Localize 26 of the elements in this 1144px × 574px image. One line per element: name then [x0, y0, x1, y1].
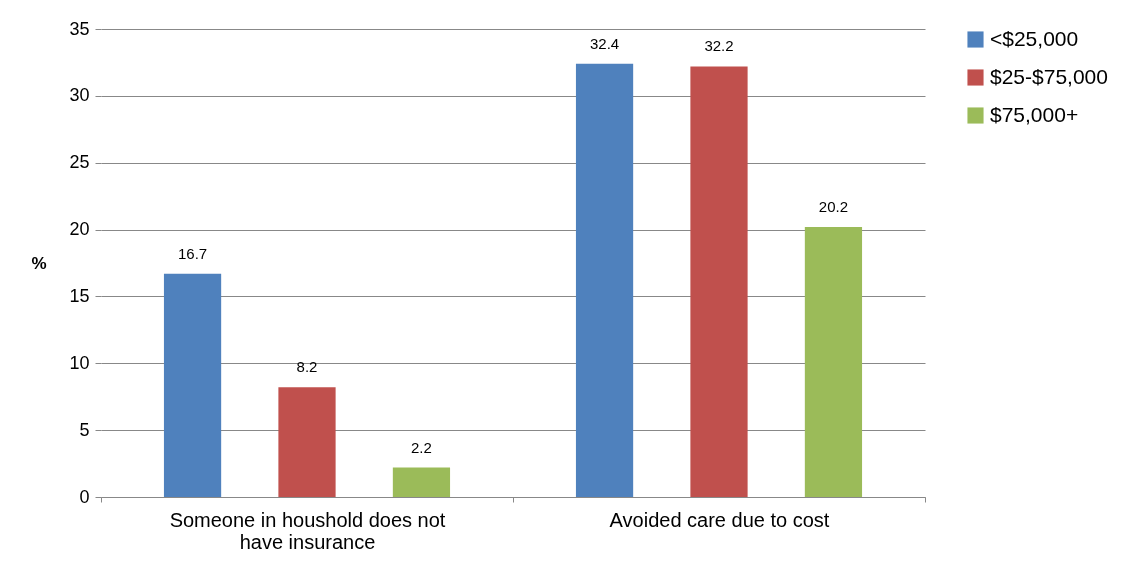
data-label: 32.2	[704, 37, 734, 55]
y-tick-label: 15	[69, 285, 90, 306]
bar	[163, 273, 222, 497]
bar	[278, 387, 336, 497]
y-axis-title: %	[31, 253, 47, 273]
x-tick-label: Someone in houshold does not have insurance	[169, 508, 446, 553]
bar	[392, 467, 451, 497]
y-tick-label: 0	[79, 486, 90, 507]
bar	[804, 226, 863, 497]
y-tick-label: 20	[69, 219, 90, 240]
bar	[575, 63, 634, 497]
y-tick-label: 35	[69, 18, 90, 39]
y-tick-label: 10	[69, 352, 90, 373]
y-tick-label: 5	[79, 419, 90, 440]
legend-label: <$25,000	[990, 26, 1079, 50]
data-label: 16.7	[177, 244, 208, 262]
y-tick-label: 25	[69, 152, 90, 173]
data-label: 32.4	[589, 34, 620, 52]
y-tick-label: 30	[69, 85, 90, 106]
data-label: 8.2	[296, 358, 318, 376]
legend-label: $75,000+	[990, 102, 1079, 126]
data-label: 20.2	[818, 197, 849, 215]
x-tick-label: Avoided care due to cost	[609, 508, 830, 531]
legend-label: $25-$75,000	[990, 64, 1108, 88]
bar	[690, 66, 748, 497]
data-label: 2.2	[411, 438, 432, 456]
